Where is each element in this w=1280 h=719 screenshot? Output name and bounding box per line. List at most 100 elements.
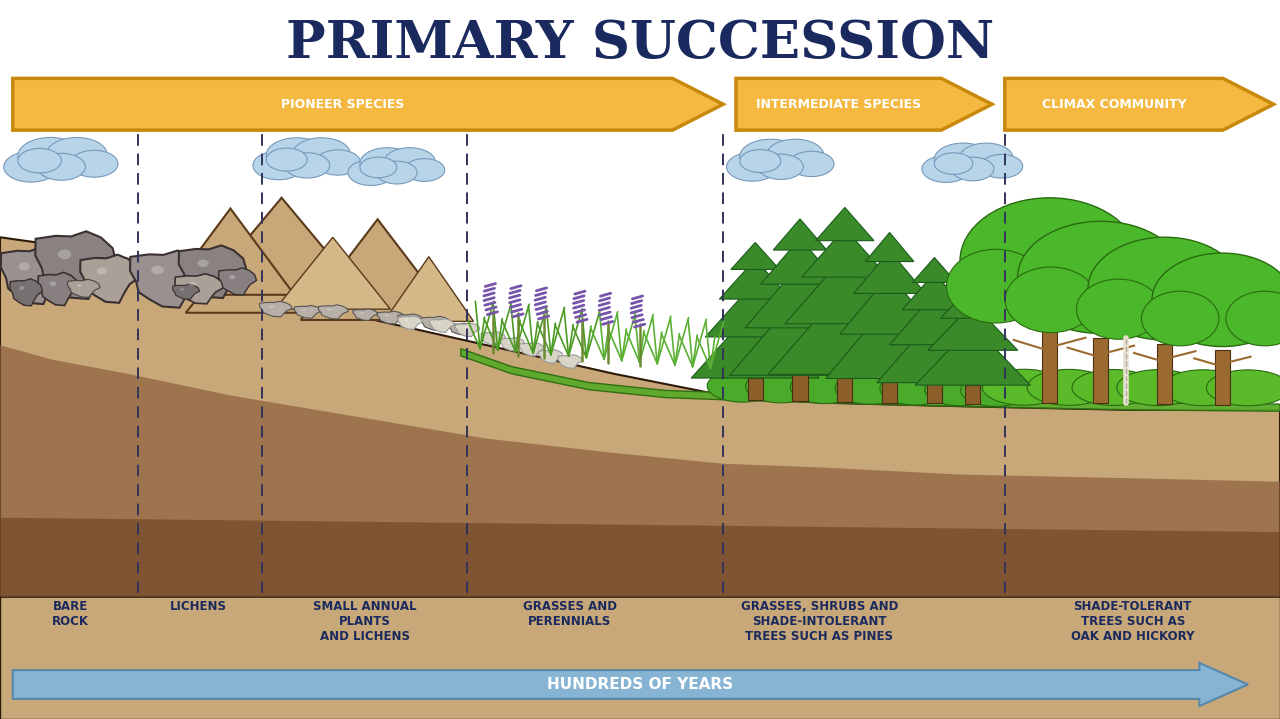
Ellipse shape (436, 322, 440, 324)
Circle shape (960, 143, 1014, 173)
Circle shape (922, 155, 970, 183)
Ellipse shape (229, 275, 236, 279)
Polygon shape (500, 337, 525, 351)
Circle shape (951, 157, 993, 181)
Ellipse shape (507, 341, 511, 343)
Polygon shape (260, 301, 292, 317)
Polygon shape (691, 307, 819, 378)
Text: INTERMEDIATE SPECIES: INTERMEDIATE SPECIES (756, 98, 922, 111)
Polygon shape (826, 302, 954, 378)
Polygon shape (398, 314, 422, 326)
Ellipse shape (881, 372, 950, 405)
Ellipse shape (924, 373, 996, 406)
Ellipse shape (1076, 279, 1161, 339)
Text: GRASSES AND
PERENNIALS: GRASSES AND PERENNIALS (522, 600, 617, 628)
Ellipse shape (564, 358, 568, 360)
Text: SHADE-TOLERANT
TREES SUCH AS
OAK AND HICKORY: SHADE-TOLERANT TREES SUCH AS OAK AND HIC… (1071, 600, 1194, 644)
Polygon shape (384, 257, 474, 321)
Polygon shape (0, 237, 1280, 597)
Ellipse shape (960, 198, 1139, 324)
Circle shape (293, 138, 351, 170)
Ellipse shape (836, 372, 906, 404)
Polygon shape (768, 287, 922, 375)
Circle shape (404, 159, 444, 181)
Polygon shape (68, 279, 100, 298)
Polygon shape (398, 316, 422, 329)
Ellipse shape (947, 249, 1044, 323)
Ellipse shape (983, 370, 1065, 406)
Circle shape (360, 157, 397, 178)
Circle shape (934, 153, 973, 174)
Bar (927, 383, 942, 403)
Bar (748, 378, 763, 400)
Ellipse shape (180, 288, 184, 290)
Ellipse shape (385, 315, 389, 316)
Text: PRIMARY SUCCESSION: PRIMARY SUCCESSION (285, 18, 995, 69)
Ellipse shape (50, 281, 56, 286)
Text: BARE
ROCK: BARE ROCK (52, 600, 88, 628)
Polygon shape (731, 242, 780, 270)
Text: PIONEER SPECIES: PIONEER SPECIES (282, 98, 404, 111)
Polygon shape (36, 232, 116, 299)
Circle shape (266, 148, 307, 171)
Polygon shape (1, 247, 65, 304)
Circle shape (740, 150, 781, 173)
Circle shape (18, 149, 61, 173)
Ellipse shape (488, 335, 492, 337)
Polygon shape (456, 323, 480, 336)
Polygon shape (558, 354, 582, 368)
Ellipse shape (97, 267, 106, 275)
Ellipse shape (456, 326, 460, 328)
Polygon shape (915, 325, 1030, 385)
Polygon shape (0, 345, 1280, 597)
Bar (837, 375, 852, 402)
Polygon shape (81, 255, 140, 303)
Polygon shape (520, 342, 544, 356)
Polygon shape (730, 293, 870, 375)
Polygon shape (38, 273, 79, 306)
Circle shape (4, 152, 58, 182)
Polygon shape (10, 279, 42, 306)
Text: GRASSES, SHRUBS AND
SHADE-INTOLERANT
TREES SUCH AS PINES: GRASSES, SHRUBS AND SHADE-INTOLERANT TRE… (741, 600, 897, 644)
Circle shape (767, 139, 824, 171)
Polygon shape (705, 282, 805, 337)
Ellipse shape (1226, 291, 1280, 346)
Polygon shape (941, 285, 1005, 319)
Ellipse shape (1169, 279, 1253, 339)
Polygon shape (745, 264, 855, 328)
Ellipse shape (1028, 370, 1110, 406)
Ellipse shape (1142, 291, 1219, 346)
Polygon shape (1005, 78, 1274, 130)
Ellipse shape (1162, 370, 1244, 406)
Polygon shape (378, 311, 404, 324)
Ellipse shape (58, 249, 72, 260)
Polygon shape (131, 250, 206, 308)
Polygon shape (275, 237, 390, 309)
Circle shape (70, 150, 118, 177)
Polygon shape (539, 349, 563, 363)
Polygon shape (353, 309, 378, 321)
Ellipse shape (1088, 237, 1242, 340)
Circle shape (788, 151, 835, 177)
Ellipse shape (526, 346, 530, 348)
Polygon shape (854, 251, 925, 293)
Circle shape (315, 150, 361, 175)
Circle shape (266, 138, 328, 173)
Polygon shape (219, 268, 256, 295)
Ellipse shape (1073, 370, 1155, 406)
Polygon shape (173, 284, 200, 299)
Circle shape (253, 151, 305, 180)
Circle shape (980, 155, 1023, 178)
Polygon shape (736, 78, 992, 130)
Ellipse shape (1005, 267, 1097, 333)
Ellipse shape (1018, 221, 1184, 334)
Ellipse shape (360, 312, 364, 313)
Polygon shape (890, 293, 979, 344)
Polygon shape (840, 275, 940, 334)
Polygon shape (481, 331, 506, 345)
Ellipse shape (19, 286, 24, 290)
Ellipse shape (745, 370, 817, 403)
Polygon shape (319, 305, 348, 319)
Bar (1042, 329, 1057, 403)
Circle shape (727, 152, 778, 181)
